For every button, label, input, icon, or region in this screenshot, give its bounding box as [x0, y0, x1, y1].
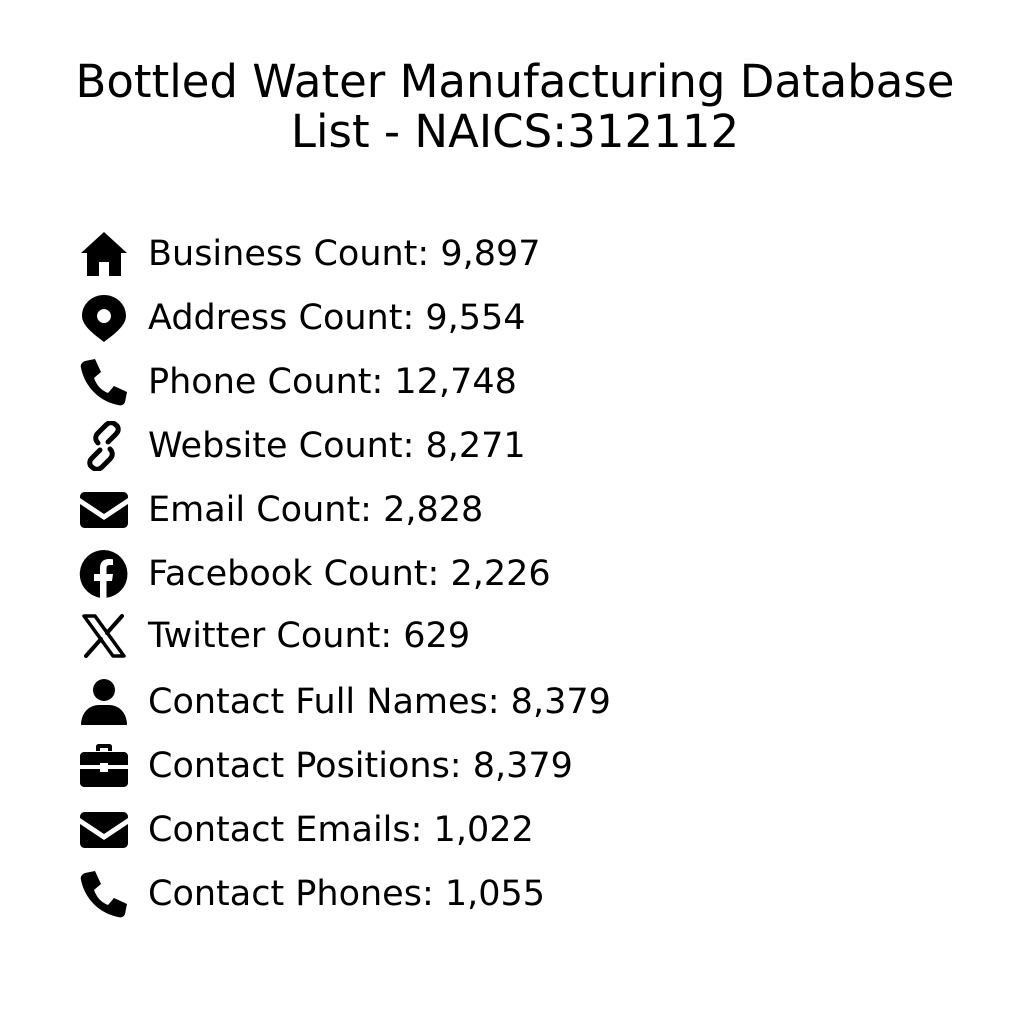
page-title: Bottled Water Manufacturing Database Lis…: [40, 57, 990, 157]
stat-label: Contact Positions: 8,379: [148, 746, 573, 786]
stat-address-count: Address Count: 9,554: [78, 288, 526, 348]
stat-label: Website Count: 8,271: [148, 426, 526, 466]
stat-email-count: Email Count: 2,828: [78, 480, 483, 540]
envelope-icon: [78, 804, 130, 856]
map-pin-icon: [78, 292, 130, 344]
briefcase-icon: [78, 740, 130, 792]
stat-twitter-count: Twitter Count: 629: [78, 606, 470, 666]
stat-label: Address Count: 9,554: [148, 298, 526, 338]
title-line-2: List - NAICS:312112: [290, 105, 740, 158]
stat-contact-full-names: Contact Full Names: 8,379: [78, 672, 611, 732]
envelope-icon: [78, 484, 130, 536]
phone-icon: [78, 356, 130, 408]
stat-phone-count: Phone Count: 12,748: [78, 352, 517, 412]
stat-label: Twitter Count: 629: [148, 616, 471, 656]
stat-website-count: Website Count: 8,271: [78, 416, 526, 476]
home-icon: [78, 228, 130, 280]
stat-contact-emails: Contact Emails: 1,022: [78, 800, 534, 860]
stat-facebook-count: Facebook Count: 2,226: [78, 544, 551, 604]
link-icon: [78, 420, 130, 472]
stat-contact-positions: Contact Positions: 8,379: [78, 736, 573, 796]
user-icon: [78, 676, 130, 728]
facebook-icon: [78, 548, 130, 600]
title-line-1: Bottled Water Manufacturing Database: [75, 55, 955, 108]
stat-label: Contact Full Names: 8,379: [148, 682, 611, 722]
stat-label: Facebook Count: 2,226: [148, 554, 551, 594]
stat-label: Phone Count: 12,748: [148, 362, 517, 402]
stat-label: Contact Emails: 1,022: [148, 810, 534, 850]
stat-business-count: Business Count: 9,897: [78, 224, 541, 284]
stat-label: Business Count: 9,897: [148, 234, 541, 274]
x-twitter-icon: [78, 610, 130, 662]
stat-contact-phones: Contact Phones: 1,055: [78, 864, 545, 924]
phone-icon: [78, 868, 130, 920]
stat-label: Email Count: 2,828: [148, 490, 484, 530]
stat-label: Contact Phones: 1,055: [148, 874, 546, 914]
